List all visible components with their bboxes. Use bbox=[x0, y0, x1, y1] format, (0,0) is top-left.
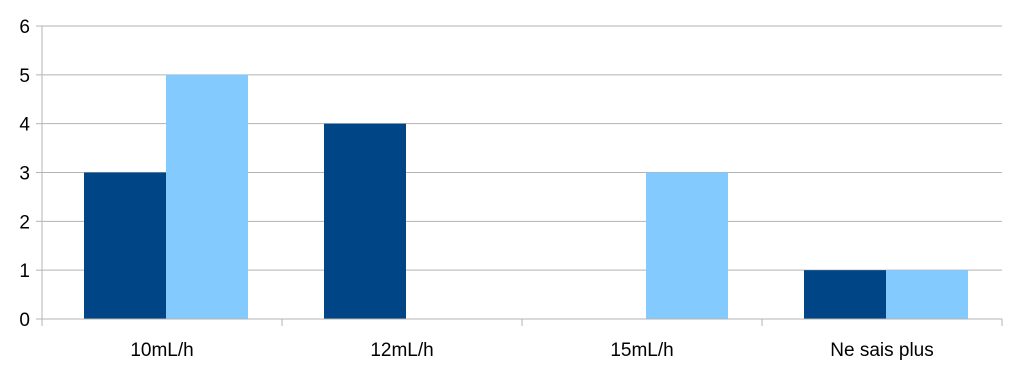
x-category-label: 10mL/h bbox=[130, 340, 193, 361]
bar bbox=[804, 270, 886, 319]
x-category-label: 12mL/h bbox=[370, 340, 433, 361]
x-category-label: Ne sais plus bbox=[830, 340, 934, 361]
y-tick-label: 3 bbox=[19, 164, 30, 185]
x-category-label: 15mL/h bbox=[610, 340, 673, 361]
axes bbox=[41, 26, 1003, 326]
y-axis-tick-labels: 0 1 2 3 4 5 6 bbox=[19, 17, 30, 331]
y-tick-label: 5 bbox=[19, 66, 30, 87]
bar bbox=[166, 74, 248, 319]
bar bbox=[646, 172, 728, 319]
bars bbox=[84, 74, 968, 320]
bar bbox=[324, 123, 406, 320]
y-tick-label: 4 bbox=[19, 115, 30, 136]
y-tick-label: 1 bbox=[19, 261, 30, 282]
y-tick-label: 2 bbox=[19, 212, 30, 233]
bar bbox=[886, 270, 968, 319]
y-tick-label: 6 bbox=[19, 17, 30, 38]
x-axis-category-labels: 10mL/h 12mL/h 15mL/h Ne sais plus bbox=[130, 340, 933, 361]
bar bbox=[84, 172, 166, 319]
y-tick-label: 0 bbox=[19, 310, 30, 331]
